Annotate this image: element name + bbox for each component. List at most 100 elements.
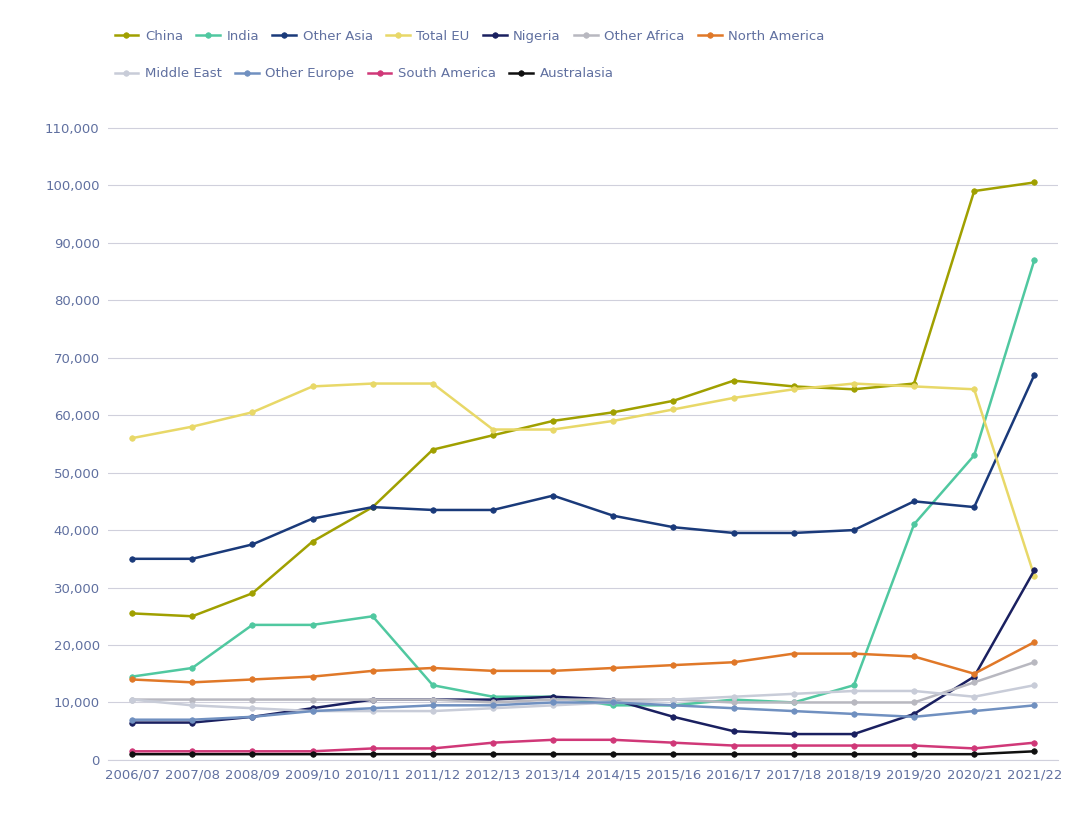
Nigeria: [186, 718, 199, 728]
Middle East: [546, 700, 559, 710]
Nigeria: [427, 695, 440, 705]
Other Africa: [486, 697, 499, 707]
North America: [968, 669, 981, 679]
India: [186, 663, 199, 673]
China: [607, 407, 620, 417]
Middle East: [787, 689, 800, 699]
Other Asia: [1028, 370, 1041, 380]
Other Europe: [848, 709, 861, 719]
Total EU: [246, 407, 259, 417]
South America: [727, 741, 740, 751]
North America: [246, 675, 259, 685]
North America: [306, 672, 319, 681]
Nigeria: [848, 729, 861, 739]
Other Africa: [727, 697, 740, 707]
South America: [546, 735, 559, 745]
Australasia: [366, 749, 379, 759]
Australasia: [1028, 747, 1041, 757]
Total EU: [186, 422, 199, 432]
Australasia: [427, 749, 440, 759]
Middle East: [727, 691, 740, 701]
Total EU: [787, 384, 800, 394]
Other Africa: [667, 695, 680, 705]
India: [366, 611, 379, 621]
Line: Australasia: Australasia: [130, 748, 1037, 757]
Total EU: [667, 405, 680, 415]
Other Europe: [907, 712, 920, 722]
Total EU: [486, 425, 499, 434]
Nigeria: [1028, 565, 1041, 575]
Other Asia: [787, 528, 800, 538]
Total EU: [727, 393, 740, 403]
Other Asia: [427, 505, 440, 515]
Other Asia: [607, 510, 620, 520]
Other Asia: [848, 525, 861, 535]
Nigeria: [907, 709, 920, 719]
Other Africa: [787, 697, 800, 707]
Total EU: [907, 382, 920, 392]
Middle East: [186, 700, 199, 710]
Middle East: [366, 706, 379, 716]
Other Africa: [968, 677, 981, 687]
Other Africa: [186, 695, 199, 705]
India: [246, 620, 259, 630]
Total EU: [366, 378, 379, 388]
Line: India: India: [130, 257, 1037, 708]
Other Europe: [727, 703, 740, 713]
Australasia: [787, 749, 800, 759]
South America: [968, 743, 981, 753]
China: [787, 382, 800, 392]
Nigeria: [546, 691, 559, 701]
Nigeria: [246, 712, 259, 722]
Total EU: [427, 378, 440, 388]
China: [246, 588, 259, 598]
China: [968, 186, 981, 196]
Middle East: [667, 695, 680, 705]
Other Africa: [848, 697, 861, 707]
South America: [486, 738, 499, 748]
India: [306, 620, 319, 630]
North America: [186, 677, 199, 687]
North America: [667, 660, 680, 670]
China: [667, 396, 680, 406]
Other Europe: [125, 714, 138, 724]
Middle East: [968, 691, 981, 701]
Other Africa: [607, 695, 620, 705]
Nigeria: [968, 672, 981, 681]
South America: [1028, 738, 1041, 748]
Other Europe: [186, 714, 199, 724]
Other Africa: [1028, 657, 1041, 667]
South America: [125, 747, 138, 757]
Middle East: [486, 703, 499, 713]
Australasia: [907, 749, 920, 759]
Australasia: [667, 749, 680, 759]
Middle East: [1028, 681, 1041, 691]
China: [427, 444, 440, 454]
China: [546, 416, 559, 426]
Other Asia: [186, 554, 199, 564]
India: [667, 700, 680, 710]
North America: [848, 648, 861, 658]
South America: [848, 741, 861, 751]
North America: [125, 675, 138, 685]
Australasia: [186, 749, 199, 759]
China: [306, 537, 319, 547]
Other Asia: [727, 528, 740, 538]
Nigeria: [486, 695, 499, 705]
India: [486, 691, 499, 701]
South America: [427, 743, 440, 753]
Line: Other Europe: Other Europe: [130, 700, 1037, 723]
China: [848, 384, 861, 394]
Other Europe: [427, 700, 440, 710]
South America: [787, 741, 800, 751]
Other Asia: [546, 491, 559, 501]
India: [848, 681, 861, 691]
Middle East: [125, 695, 138, 705]
India: [907, 520, 920, 529]
Australasia: [125, 749, 138, 759]
Total EU: [546, 425, 559, 434]
Other Asia: [486, 505, 499, 515]
Total EU: [1028, 571, 1041, 581]
Line: Total EU: Total EU: [130, 381, 1037, 579]
North America: [907, 652, 920, 662]
